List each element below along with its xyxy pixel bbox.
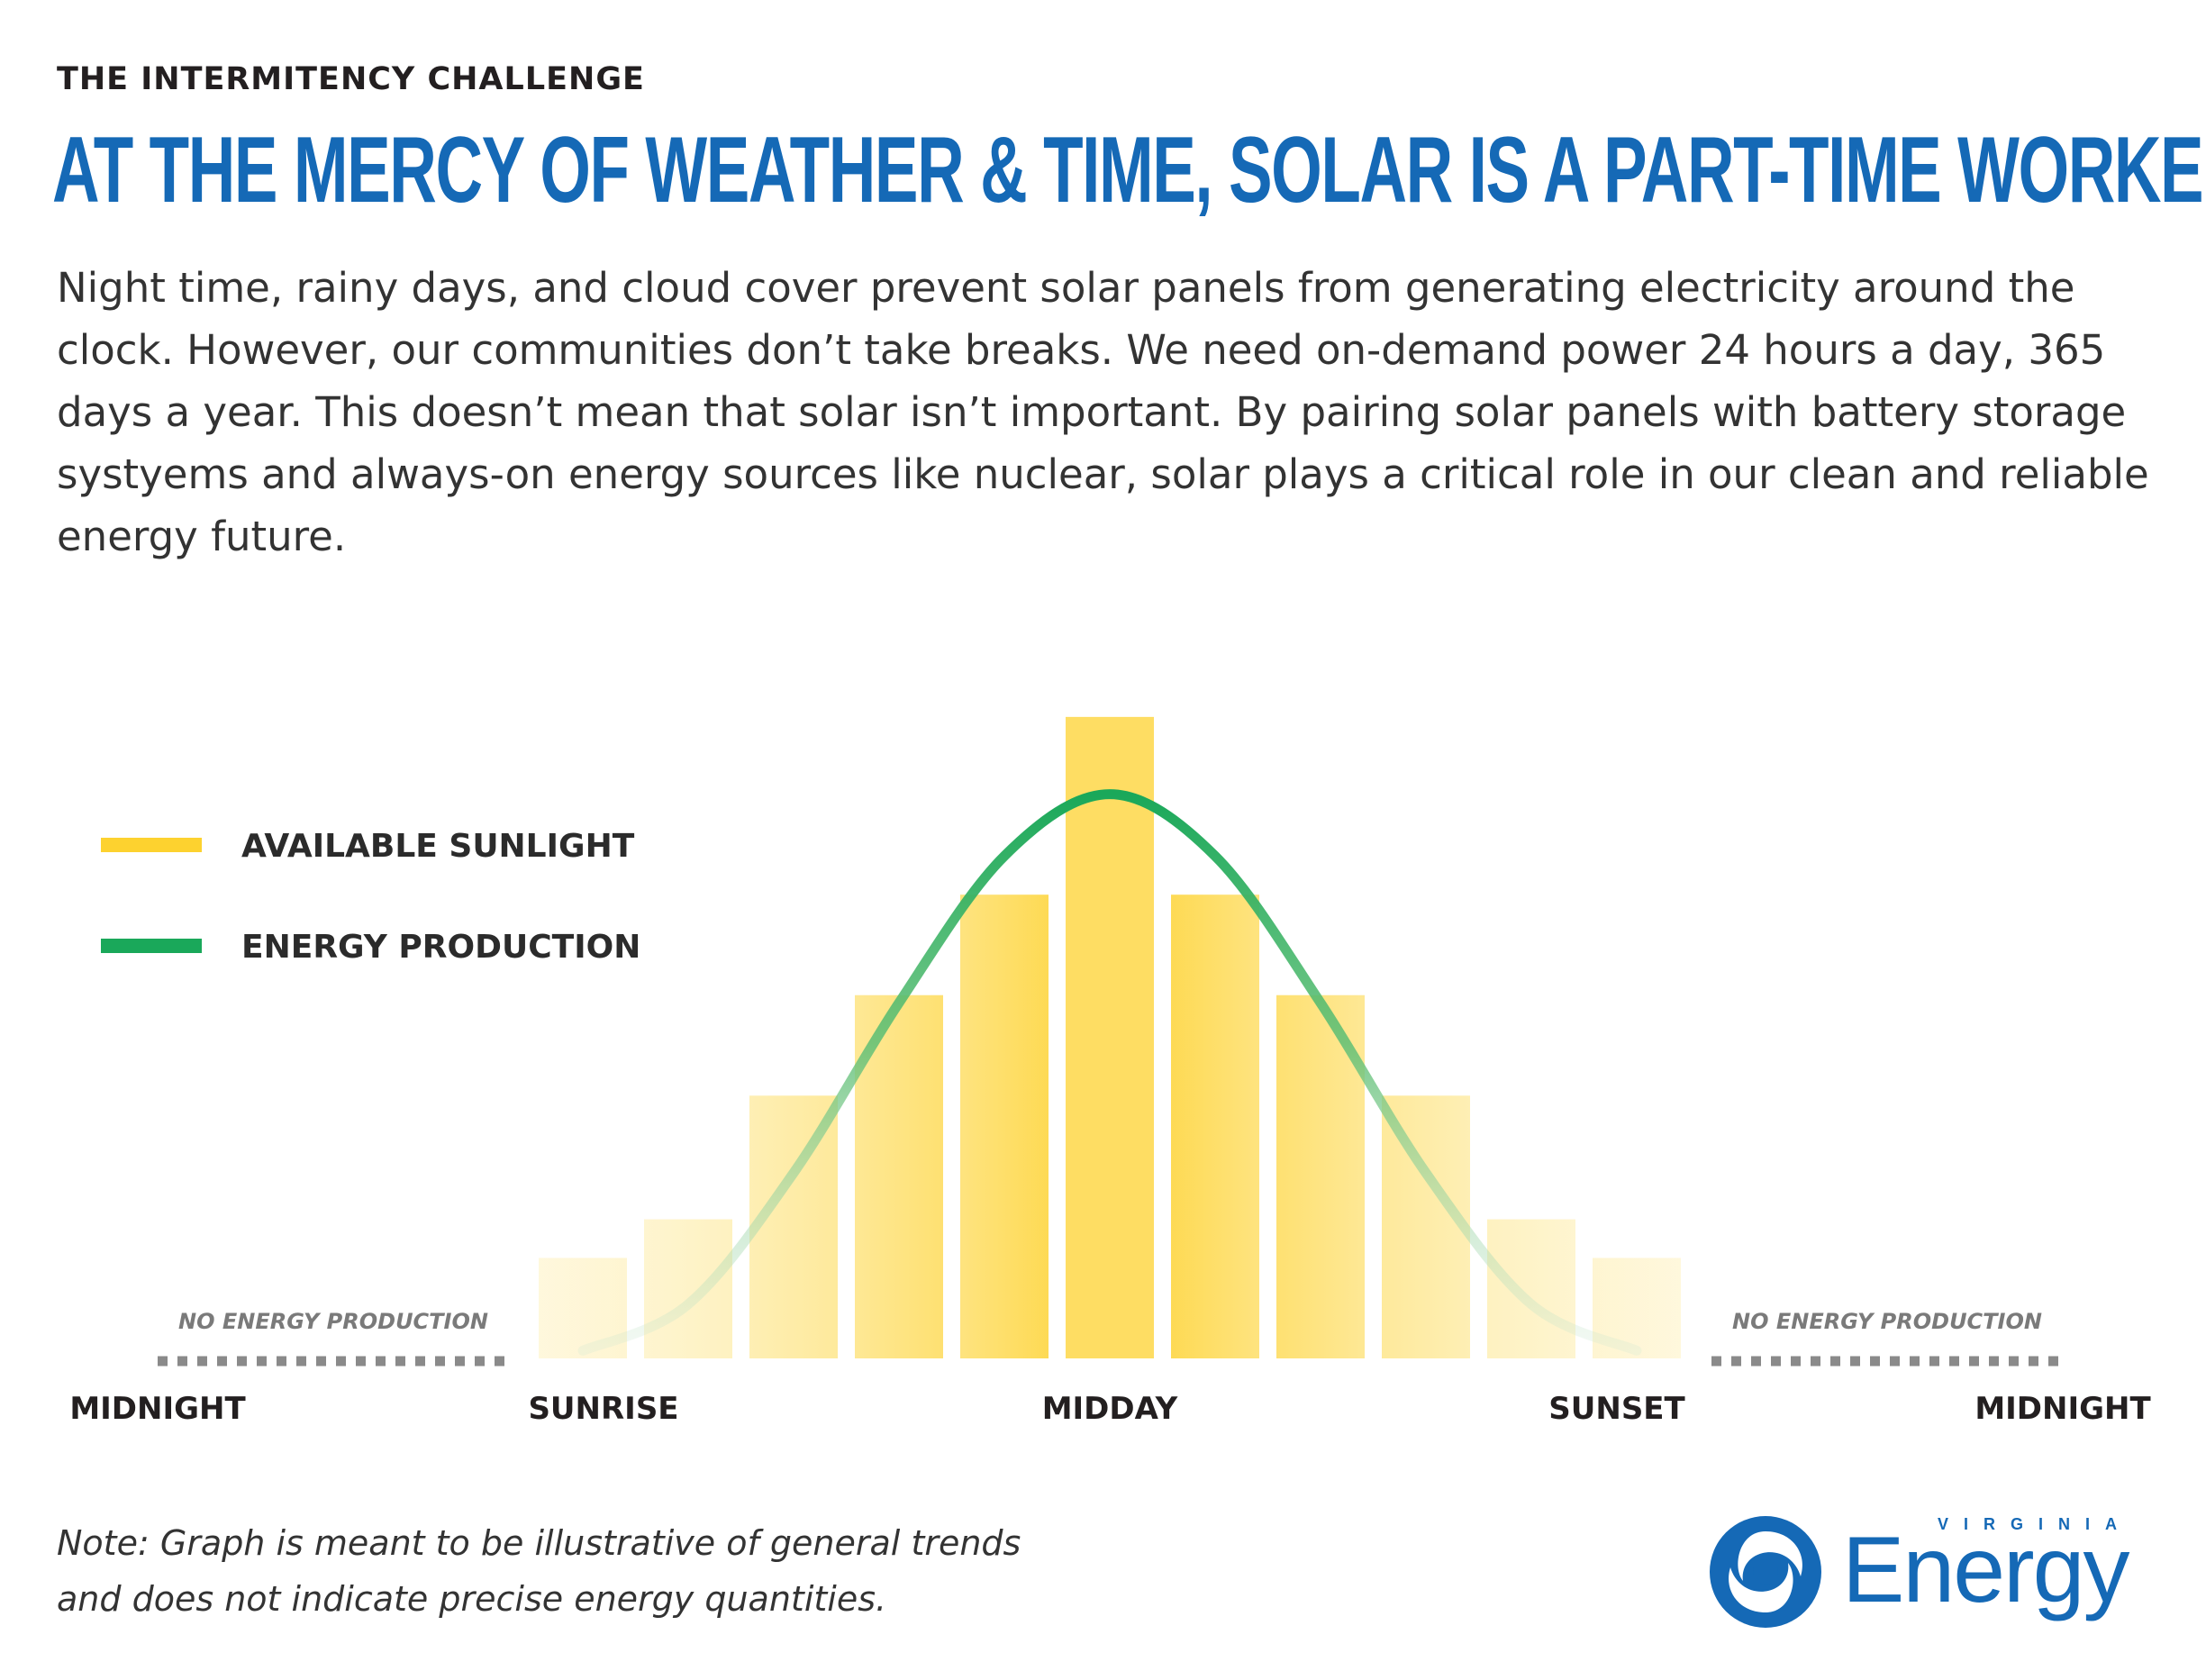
time-axis-label: SUNSET: [1548, 1391, 1685, 1427]
swirl-logo-icon: [1710, 1516, 1821, 1628]
logo-virginia-text: VIRGINIA: [1938, 1515, 2133, 1533]
eyebrow-title: THE INTERMITENCY CHALLENGE: [57, 61, 645, 97]
legend-energy-swatch: [101, 939, 202, 953]
legend-sunlight-label: AVAILABLE SUNLIGHT: [241, 828, 635, 865]
sunlight-bar: [1171, 894, 1259, 1358]
footnote-line-2: and does not indicate precise energy qua…: [57, 1579, 887, 1619]
energy-production-line: [577, 789, 1642, 1356]
time-axis-label: MIDDAY: [1042, 1391, 1178, 1427]
sunlight-bar: [1382, 1095, 1470, 1358]
footnote-line-1: Note: Graph is meant to be illustrative …: [57, 1523, 1021, 1563]
footnote: Note: Graph is meant to be illustrative …: [57, 1515, 1021, 1627]
logo-energy-text: Energy: [1842, 1518, 2130, 1622]
legend-sunlight-swatch: [101, 838, 202, 852]
time-axis-label: MIDNIGHT: [69, 1391, 246, 1427]
sunlight-bar: [749, 1095, 838, 1358]
sunlight-bar: [1066, 716, 1154, 1358]
legend-energy-label: ENERGY PRODUCTION: [241, 929, 640, 966]
virginia-energy-logo: VIRGINIA Energy: [1707, 1513, 2139, 1648]
no-production-label: NO ENERGY PRODUCTION: [1732, 1309, 2042, 1334]
time-axis-label: SUNRISE: [528, 1391, 678, 1427]
sunlight-bar: [644, 1219, 732, 1358]
time-axis-label: MIDNIGHT: [1975, 1391, 2151, 1427]
no-production-label: NO ENERGY PRODUCTION: [178, 1309, 488, 1334]
sunlight-bar: [960, 894, 1049, 1358]
sunlight-bar: [1487, 1219, 1575, 1358]
intro-paragraph: Night time, rainy days, and cloud cover …: [57, 264, 2149, 560]
